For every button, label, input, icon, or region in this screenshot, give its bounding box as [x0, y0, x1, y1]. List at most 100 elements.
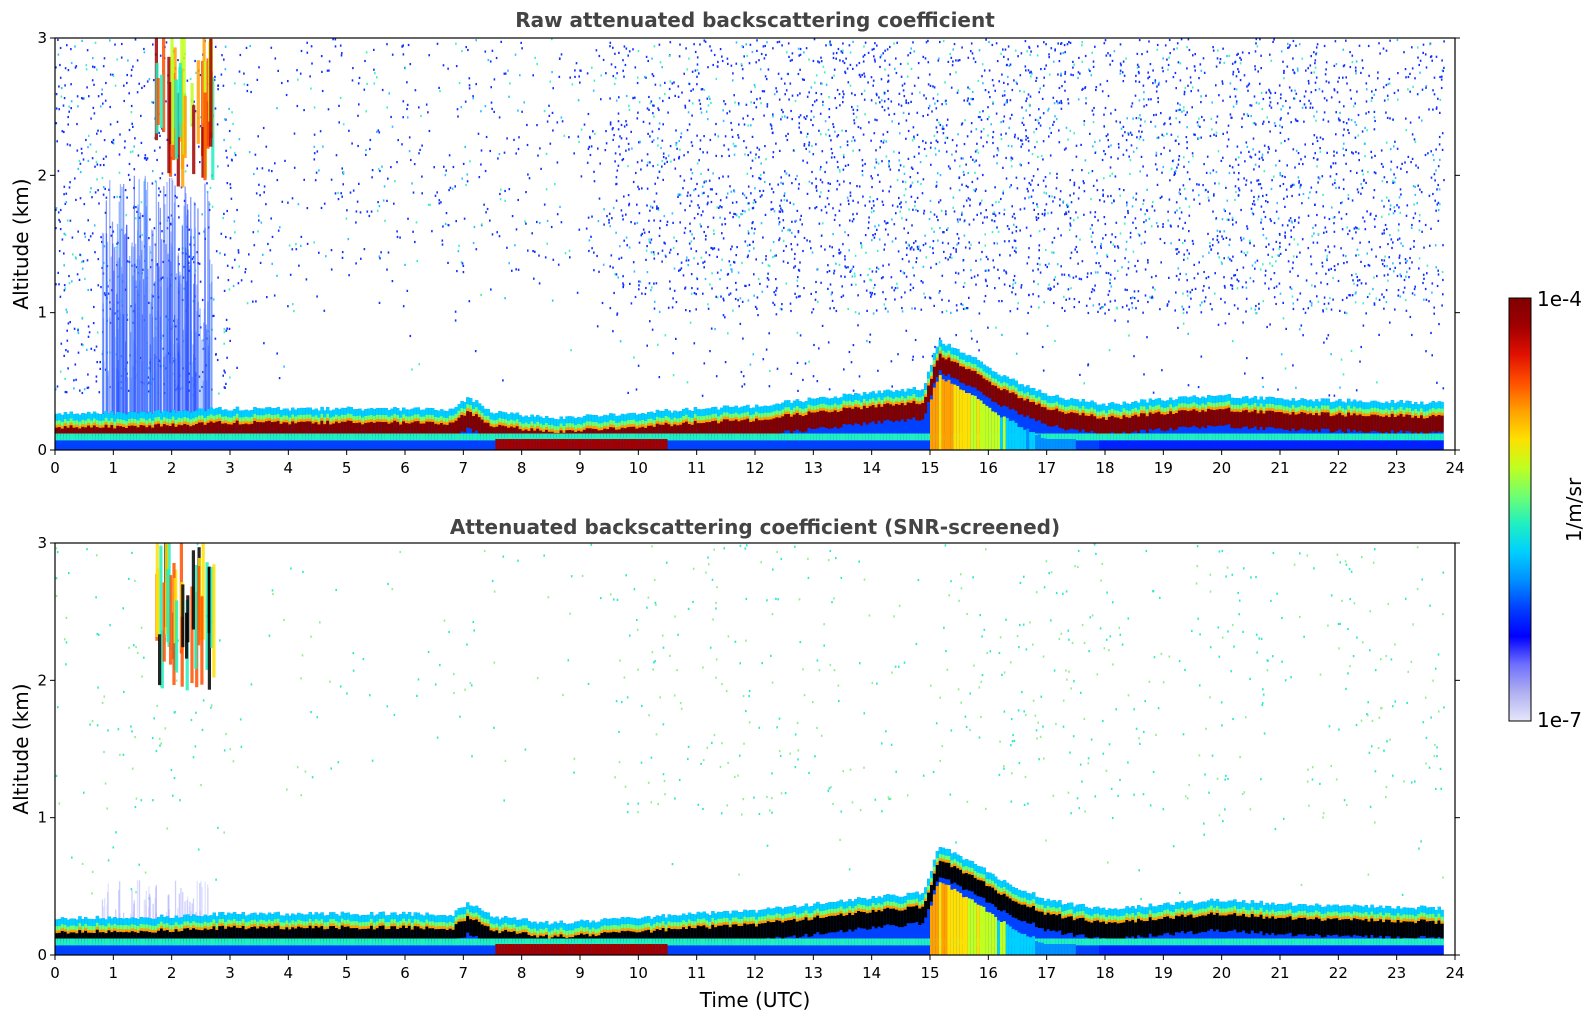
noise-pixel — [789, 82, 792, 85]
noise-pixel — [847, 234, 850, 237]
noise-pixel — [1217, 150, 1220, 153]
noise-pixel — [1118, 146, 1120, 149]
noise-pixel — [1235, 75, 1238, 78]
noise-pixel — [1180, 211, 1183, 214]
noise-pixel — [447, 67, 449, 70]
noise-pixel — [1365, 112, 1367, 115]
noise-pixel — [1188, 178, 1191, 181]
noise-pixel — [1192, 155, 1194, 158]
noise-pixel — [1334, 268, 1336, 272]
noise-pixel — [1037, 183, 1039, 186]
noise-pixel — [1220, 159, 1223, 162]
noise-pixel — [988, 69, 991, 72]
noise-pixel — [1094, 45, 1096, 48]
noise-pixel — [861, 159, 864, 162]
noise-pixel — [873, 204, 875, 207]
noise-pixel — [1200, 355, 1203, 358]
noise-pixel — [1351, 61, 1354, 64]
noise-pixel — [759, 97, 761, 100]
noise-pixel — [1083, 123, 1085, 126]
noise-pixel — [365, 153, 367, 156]
noise-pixel — [822, 100, 824, 103]
noise-pixel — [99, 164, 102, 167]
noise-pixel — [1089, 132, 1091, 135]
noise-pixel — [996, 242, 999, 245]
noise-pixel — [1430, 227, 1432, 230]
noise-pixel — [744, 240, 747, 243]
noise-pixel — [378, 131, 381, 134]
noise-pixel — [352, 67, 354, 70]
noise-pixel — [635, 171, 637, 175]
noise-pixel — [665, 255, 667, 258]
noise-pixel — [655, 192, 658, 195]
noise-pixel — [722, 175, 724, 178]
noise-pixel — [1073, 132, 1075, 135]
noise-pixel — [758, 156, 760, 159]
noise-pixel — [134, 137, 136, 140]
noise-pixel — [820, 165, 822, 169]
noise-pixel — [825, 161, 828, 164]
noise-pixel — [1349, 65, 1352, 69]
noise-pixel — [1258, 302, 1260, 305]
noise-pixel — [854, 254, 857, 257]
noise-pixel — [887, 310, 889, 313]
noise-pixel — [728, 110, 731, 113]
noise-pixel — [1301, 202, 1303, 205]
noise-pixel — [847, 163, 850, 167]
noise-pixel — [1249, 104, 1251, 107]
noise-pixel — [803, 116, 806, 119]
noise-pixel — [233, 220, 236, 223]
noise-pixel — [209, 203, 211, 206]
noise-pixel — [1193, 133, 1195, 136]
noise-pixel — [1053, 196, 1056, 199]
noise-pixel — [981, 199, 983, 202]
noise-pixel — [1137, 65, 1140, 68]
noise-pixel — [828, 134, 831, 137]
noise-pixel — [1371, 96, 1373, 100]
noise-pixel — [1167, 219, 1169, 222]
noise-pixel — [797, 276, 799, 279]
noise-pixel — [1009, 186, 1011, 189]
noise-pixel — [418, 152, 420, 155]
noise-pixel — [66, 143, 69, 146]
noise-pixel — [1351, 199, 1354, 202]
noise-pixel — [922, 115, 924, 118]
noise-pixel — [1251, 202, 1254, 206]
noise-pixel — [226, 356, 228, 359]
noise-pixel — [1294, 118, 1297, 121]
noise-pixel — [657, 208, 660, 212]
noise-pixel — [1130, 297, 1132, 300]
noise-pixel — [1245, 286, 1248, 289]
noise-pixel — [906, 75, 909, 78]
noise-pixel — [1342, 121, 1345, 124]
noise-pixel — [1007, 144, 1010, 147]
noise-pixel — [1389, 204, 1392, 207]
noise-pixel — [358, 182, 360, 185]
noise-pixel — [630, 221, 632, 224]
noise-pixel — [1343, 262, 1345, 265]
noise-pixel — [78, 278, 81, 281]
noise-pixel — [797, 295, 800, 298]
noise-pixel — [87, 386, 90, 389]
noise-pixel — [1434, 199, 1436, 202]
noise-pixel — [1095, 86, 1098, 89]
noise-pixel — [838, 93, 841, 96]
noise-pixel — [465, 46, 467, 49]
noise-pixel — [1250, 104, 1253, 107]
noise-pixel — [745, 284, 747, 288]
noise-pixel — [740, 64, 743, 67]
noise-pixel — [1124, 216, 1126, 219]
noise-pixel — [1301, 106, 1304, 109]
noise-pixel — [402, 44, 404, 47]
noise-pixel — [1228, 54, 1231, 57]
noise-pixel — [922, 265, 925, 268]
noise-pixel — [299, 72, 302, 75]
noise-pixel — [1207, 275, 1210, 279]
noise-pixel — [206, 190, 209, 194]
noise-pixel — [845, 129, 847, 133]
noise-pixel — [1330, 353, 1332, 356]
noise-pixel — [1411, 333, 1413, 337]
noise-pixel — [55, 208, 57, 211]
noise-pixel — [1278, 84, 1281, 87]
noise-pixel — [913, 84, 916, 87]
